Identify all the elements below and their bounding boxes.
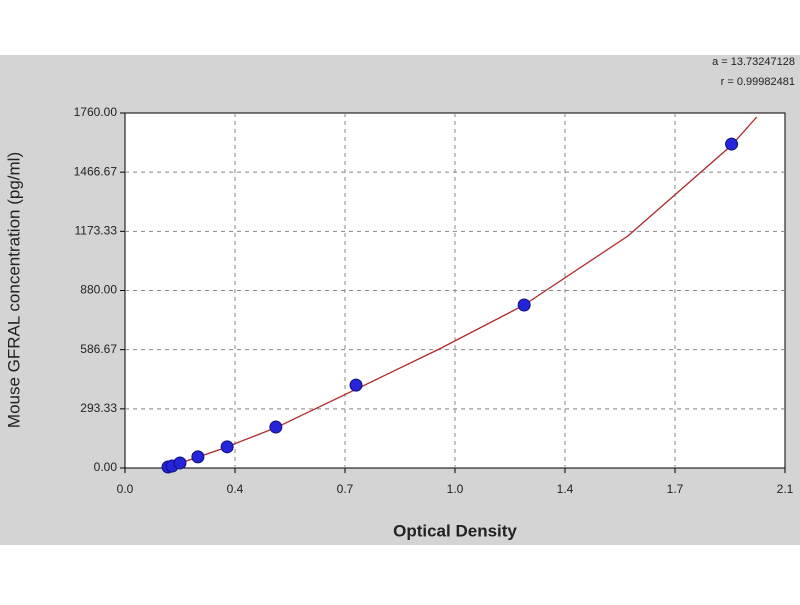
y-tick-label: 586.67 (80, 342, 117, 356)
y-tick-label: 880.00 (80, 283, 117, 297)
data-point (220, 440, 234, 454)
y-tick-label: 1760.00 (74, 105, 118, 119)
x-tick-label: 0.4 (227, 482, 244, 496)
y-tick-label: 1466.67 (74, 164, 118, 178)
y-tick-label: 1173.33 (75, 224, 118, 238)
data-point (173, 456, 187, 470)
data-point (725, 137, 739, 151)
x-tick-label: 1.4 (557, 482, 574, 496)
data-point (269, 420, 283, 434)
data-point (349, 378, 363, 392)
x-tick-label: 0.0 (117, 482, 134, 496)
x-tick-label: 1.0 (447, 482, 464, 496)
y-tick-label: 0.00 (94, 460, 118, 474)
data-point (517, 298, 531, 312)
x-tick-label: 0.7 (337, 482, 354, 496)
data-point (191, 450, 205, 464)
y-tick-label: 293.33 (80, 401, 117, 415)
y-axis-label: Mouse GFRAL concentration (pg/ml) (4, 152, 23, 428)
x-tick-label: 1.7 (667, 482, 684, 496)
annotation: r = 0.99982481 (721, 76, 795, 88)
annotation: a = 13.73247128 (712, 56, 795, 68)
x-axis-label: Optical Density (393, 521, 517, 540)
x-tick-label: 2.1 (777, 482, 794, 496)
fit-curve (165, 116, 758, 469)
